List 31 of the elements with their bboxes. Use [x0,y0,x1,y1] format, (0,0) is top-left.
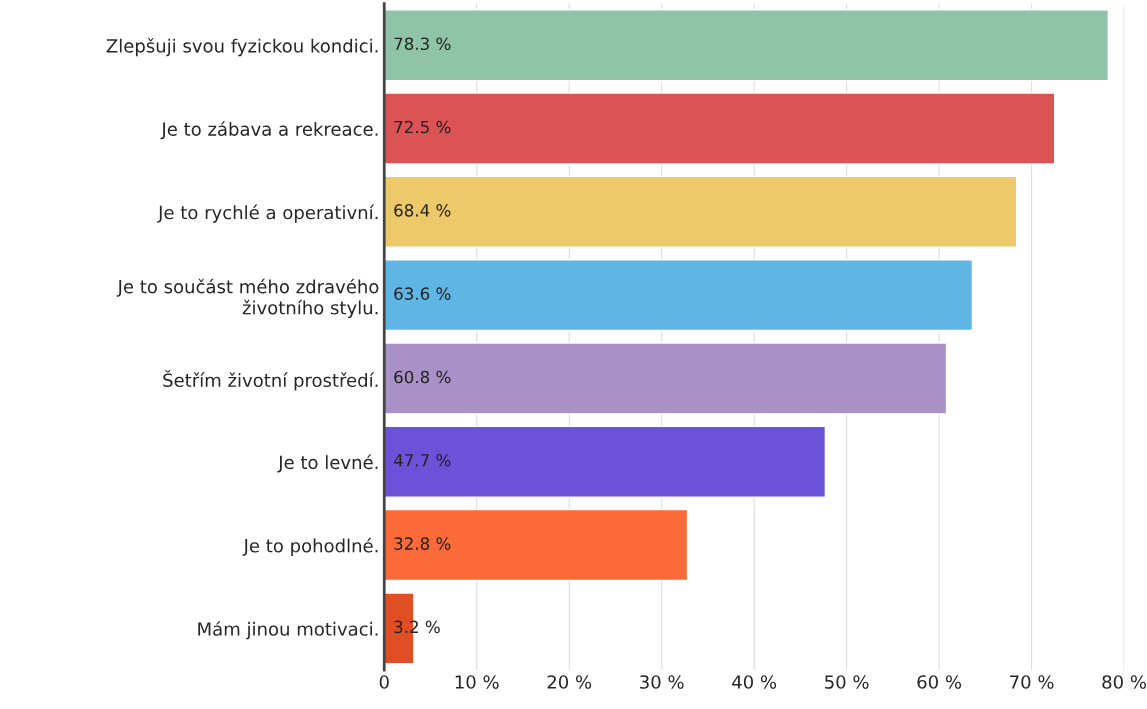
x-tick-label: 40 % [732,675,777,689]
bar [384,342,948,415]
data-label: 68.4 % [394,204,451,217]
data-label: 72.5 % [394,120,451,134]
y-tick-label: Je to zábava a rekreace. [160,121,378,140]
bar [384,175,1018,248]
data-label: 60.8 % [394,370,451,384]
y-tick-label: Zlepšuji svou fyzickou kondici. [106,37,378,57]
y-tick-label: Šetřím životní prostředí. [163,370,378,391]
x-tick-label: 50 % [825,675,869,689]
x-tick-label: 80 % [1102,675,1146,689]
bar [384,508,689,582]
x-tick-label: 0 [379,675,389,689]
data-label: 32.8 % [394,537,451,550]
y-tick-label: Je to pohodlné. [242,537,378,557]
y-tick-label: Je to rychlé a operativní. [157,204,378,223]
bar [384,9,1110,82]
x-tick-label: 20 % [547,675,592,689]
y-tick-label: Je to součást mého zdravého životního stylu. [116,278,379,319]
data-label: 47.7 % [393,453,451,467]
x-tick-label: 10 % [455,675,499,689]
y-tick-label: Je to levné. [277,454,378,473]
y-tick-label: Mám jinou motivaci. [198,621,378,640]
x-tick-label: 60 % [917,675,962,689]
bar [384,425,827,498]
x-tick-label: 30 % [640,675,684,689]
x-tick-label: 70 % [1010,675,1054,689]
data-label: 63.6 % [394,287,451,300]
bar [384,92,1056,165]
data-label: 78.3 % [394,37,451,51]
bar [384,259,974,332]
